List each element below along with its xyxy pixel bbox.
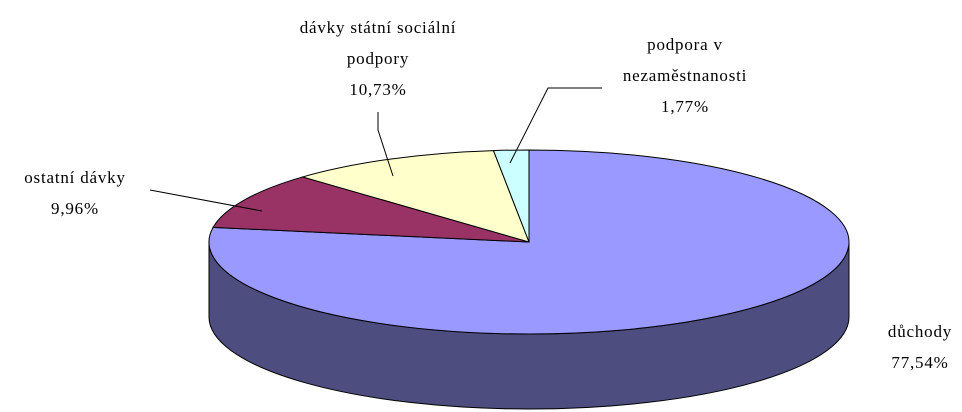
data-label: podpora v nezaměstnanosti 1,77% <box>610 29 760 122</box>
slice <box>300 150 530 243</box>
value-label: 77,54% <box>891 353 949 372</box>
leader-line <box>377 112 394 177</box>
leader-line <box>509 87 602 164</box>
slice <box>212 176 530 243</box>
value-label: 10,73% <box>349 80 407 99</box>
data-label: dávky státní sociální podpory 10,73% <box>280 12 476 105</box>
category-label: důchody <box>887 322 953 341</box>
slice <box>492 149 530 243</box>
value-label: 9,96% <box>51 199 99 218</box>
category-label: podpora v nezaměstnanosti <box>622 35 748 85</box>
data-label: ostatní dávky 9,96% <box>0 162 150 224</box>
category-label: ostatní dávky <box>24 168 126 187</box>
data-label: důchody 77,54% <box>860 316 962 378</box>
category-label: dávky státní sociální podpory <box>299 18 457 68</box>
value-label: 1,77% <box>661 97 709 116</box>
leader-line <box>149 189 263 212</box>
